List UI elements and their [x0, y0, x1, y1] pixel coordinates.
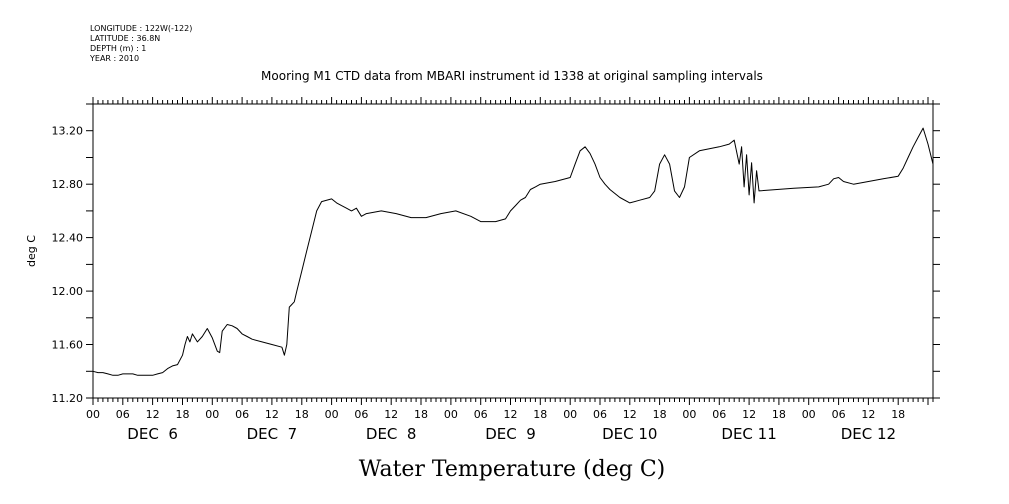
x-tick-label: 12: [146, 408, 160, 421]
x-tick-label: 18: [772, 408, 786, 421]
x-tick-label: 12: [861, 408, 875, 421]
x-tick-label: 06: [712, 408, 726, 421]
x-tick-label: 18: [414, 408, 428, 421]
x-tick-label: 06: [235, 408, 249, 421]
plot-frame: [92, 103, 934, 399]
x-tick-label: 06: [832, 408, 846, 421]
chart-title: Mooring M1 CTD data from MBARI instrumen…: [261, 69, 763, 83]
x-day-label: DEC 11: [721, 425, 776, 443]
x-axis: 00 06 12 18 00 06 12 18 00 06 12 18 00 06 12 18 00 06 12 18…: [86, 97, 934, 443]
x-tick-label: 06: [116, 408, 130, 421]
x-tick-label: 00: [563, 408, 577, 421]
x-axis-label: Water Temperature (deg C): [359, 457, 666, 482]
x-tick-label: 18: [176, 408, 190, 421]
x-day-label: DEC 9: [485, 425, 536, 443]
series-line: [92, 127, 934, 376]
x-tick-label: 18: [891, 408, 905, 421]
y-axis: 11.20 11.60 12.00 12.40 12.80 13.20: [52, 103, 940, 405]
x-tick-label: 12: [265, 408, 279, 421]
header-line: LATITUDE : 36.8N: [90, 34, 160, 43]
y-tick-label: 12.00: [52, 285, 84, 298]
series-layer: [92, 127, 934, 376]
x-tick-label: 12: [384, 408, 398, 421]
x-day-label: DEC 8: [366, 425, 417, 443]
location-header: LONGITUDE : 122W(-122) LATITUDE : 36.8N …: [89, 24, 192, 63]
y-tick-label: 12.40: [52, 232, 84, 245]
x-day-label: DEC 7: [247, 425, 298, 443]
x-tick-label: 06: [593, 408, 607, 421]
header-line: DEPTH (m) : 1: [90, 44, 146, 53]
x-tick-label: 00: [205, 408, 219, 421]
x-tick-label: 18: [653, 408, 667, 421]
x-tick-label: 06: [474, 408, 488, 421]
x-tick-label: 12: [623, 408, 637, 421]
y-tick-label: 11.20: [52, 392, 84, 405]
x-tick-label: 00: [802, 408, 816, 421]
y-tick-label: 11.60: [52, 339, 84, 352]
header-line: LONGITUDE : 122W(-122): [90, 24, 192, 33]
x-day-label: DEC 6: [127, 425, 178, 443]
x-tick-label: 00: [682, 408, 696, 421]
x-day-label: DEC 12: [841, 425, 896, 443]
x-tick-label: 00: [444, 408, 458, 421]
x-tick-label: 18: [533, 408, 547, 421]
y-tick-label: 12.80: [52, 178, 84, 191]
x-tick-label: 00: [86, 408, 100, 421]
x-tick-label: 12: [742, 408, 756, 421]
x-tick-label: 00: [325, 408, 339, 421]
y-tick-label: 13.20: [52, 125, 84, 138]
header-line: YEAR : 2010: [89, 54, 139, 63]
x-tick-label: 18: [295, 408, 309, 421]
y-axis-label: deg C: [25, 235, 38, 267]
x-day-label: DEC 10: [602, 425, 657, 443]
x-tick-label: 12: [504, 408, 518, 421]
x-tick-label: 06: [354, 408, 368, 421]
